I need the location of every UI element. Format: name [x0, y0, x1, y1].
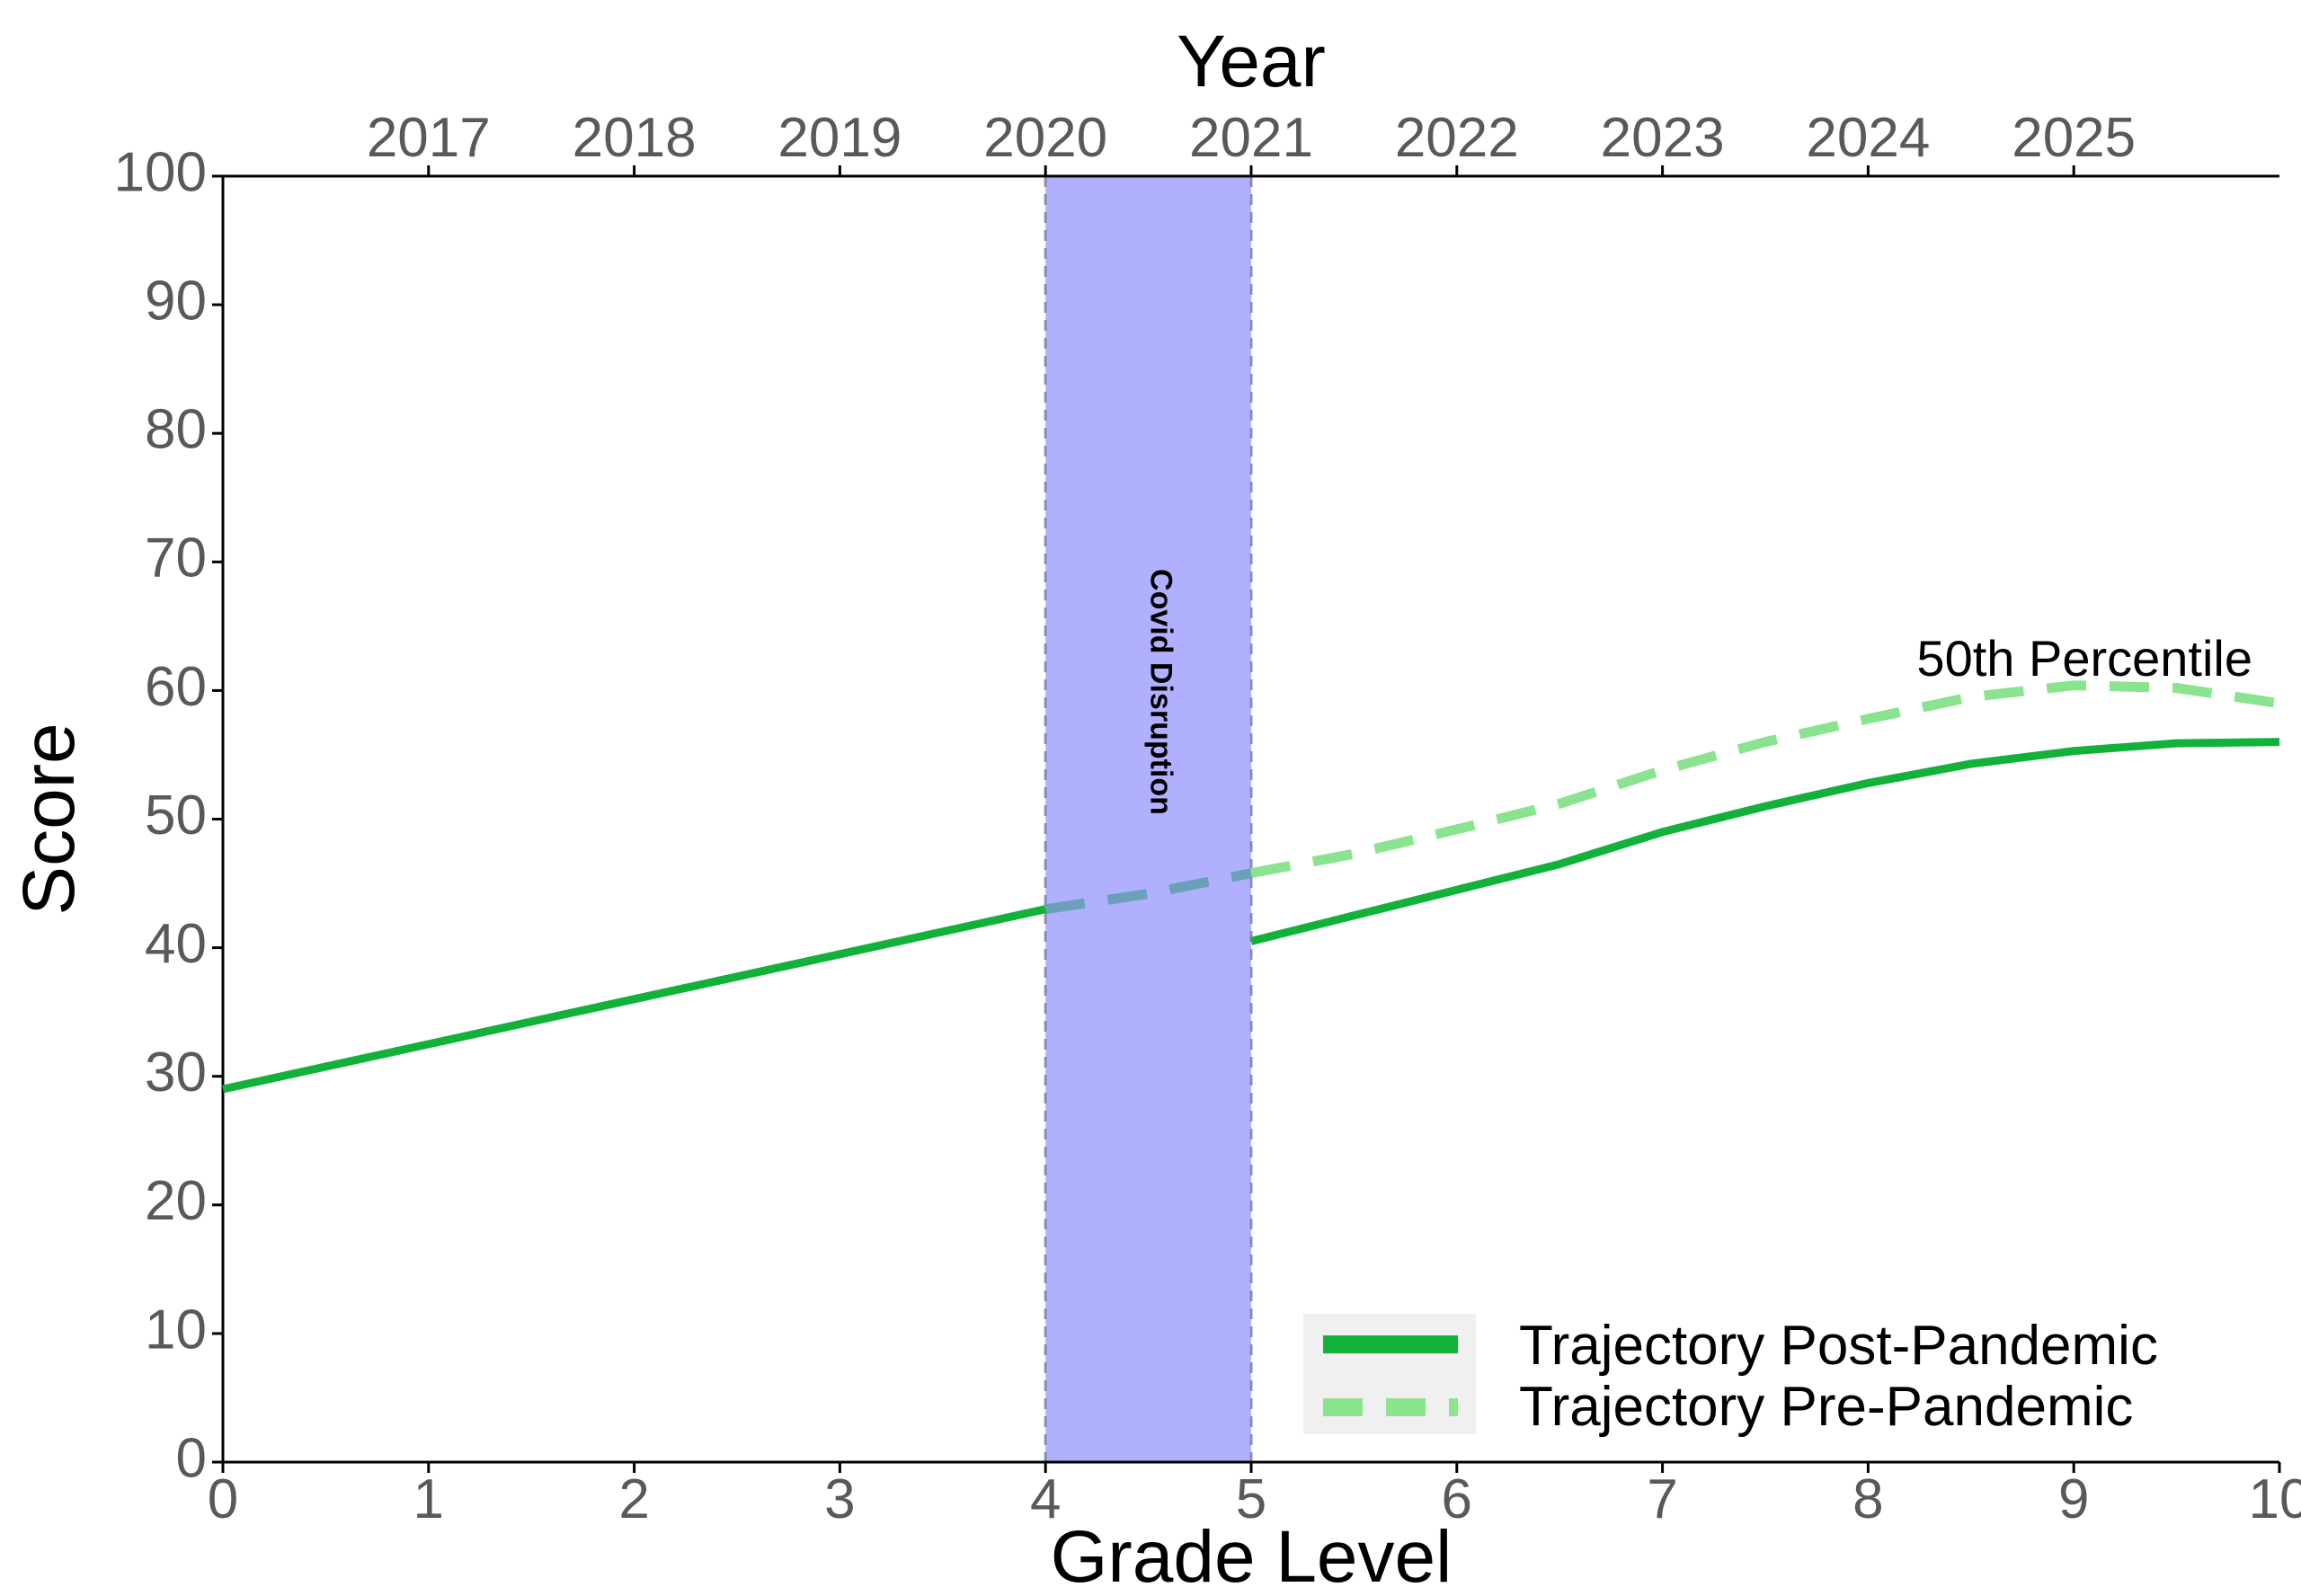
y-tick-label: 0: [176, 1427, 207, 1489]
series-post-pandemic-line-early: [222, 905, 1047, 1094]
top-tick-label: 2024: [1806, 107, 1930, 169]
x-tick-label: 5: [1236, 1468, 1266, 1530]
y-tick-label: 90: [145, 270, 207, 332]
y-tick-label: 70: [145, 528, 207, 590]
y-tick-label: 60: [145, 656, 207, 718]
top-tick-label: 2022: [1395, 107, 1519, 169]
y-tick-label: 20: [145, 1170, 207, 1232]
y-tick-label: 40: [145, 913, 207, 975]
top-tick-label: 2025: [2012, 107, 2136, 169]
top-tick-label: 2023: [1601, 107, 1725, 169]
legend-label-pre: Trajectory Pre-Pandemic: [1519, 1376, 2133, 1438]
y-tick-label: 80: [145, 399, 207, 461]
series-layer: [222, 680, 2280, 1094]
x-tick-label: 4: [1030, 1468, 1061, 1530]
x-tick-label: 10: [2249, 1468, 2301, 1530]
x-tick-label: 8: [1852, 1468, 1883, 1530]
y-tick-label: 100: [114, 141, 207, 203]
y-tick-label: 30: [145, 1042, 207, 1104]
y-axis-ticks: 0 10 20 30 40 50 60 70 80 90 100: [114, 141, 223, 1489]
x-tick-label: 9: [2058, 1468, 2089, 1530]
x-tick-label: 0: [208, 1468, 238, 1530]
x-tick-label: 1: [413, 1468, 444, 1530]
legend-label-post: Trajectory Post-Pandemic: [1519, 1315, 2158, 1377]
top-tick-label: 2017: [367, 107, 491, 169]
y-axis-title: Score: [8, 723, 90, 915]
x-tick-label: 2: [618, 1468, 649, 1530]
x-axis-ticks: 0 1 2 3 4 5 6 7 8 9 10: [208, 1462, 2301, 1530]
percentile-annotation: 50th Percentile: [1916, 630, 2252, 687]
top-axis-ticks: 2017 2018 2019 2020 2021 2022 2023 2024 2025: [367, 107, 2136, 176]
y-tick-label: 50: [145, 785, 207, 847]
series-post-pandemic-line-late: [1249, 738, 2280, 945]
top-axis-title: Year: [1177, 21, 1326, 102]
top-tick-label: 2018: [573, 107, 697, 169]
band-label: Covid Disruption: [1144, 569, 1178, 815]
x-tick-label: 6: [1442, 1468, 1472, 1530]
top-tick-label: 2019: [777, 107, 902, 169]
x-tick-label: 7: [1647, 1468, 1677, 1530]
top-tick-label: 2020: [983, 107, 1107, 169]
legend: Trajectory Post-Pandemic Trajectory Pre-…: [1303, 1314, 2158, 1438]
series-pre-pandemic-line: [1249, 680, 2280, 879]
y-tick-label: 10: [145, 1299, 207, 1361]
top-tick-label: 2021: [1189, 107, 1313, 169]
series-pre-pandemic-in-band: [1044, 868, 1253, 915]
x-axis-title: Grade Level: [1051, 1516, 1453, 1596]
covid-disruption-band: [1045, 176, 1251, 1462]
x-tick-label: 3: [824, 1468, 855, 1530]
